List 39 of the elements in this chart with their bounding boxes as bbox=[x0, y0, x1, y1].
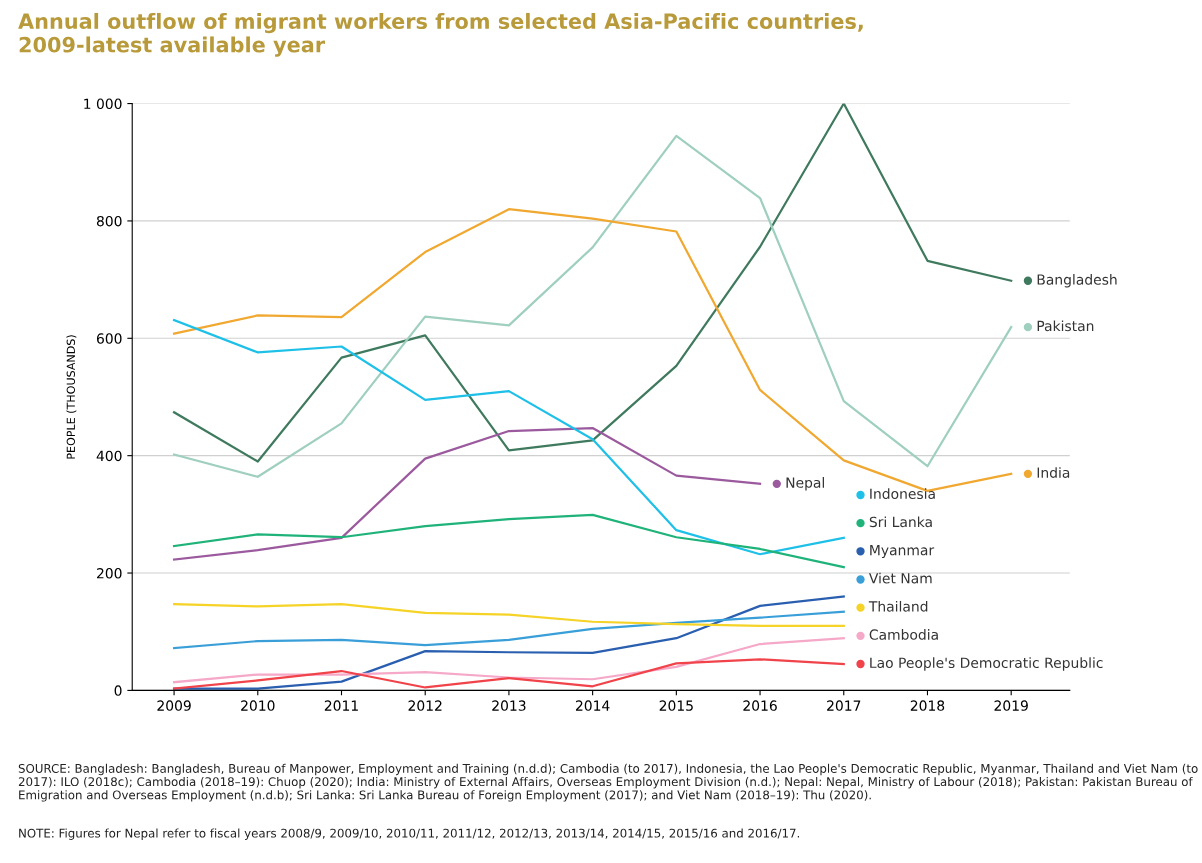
x-tick-label: 2015 bbox=[659, 700, 693, 711]
x-tick-label: 2013 bbox=[492, 700, 526, 711]
source-note: SOURCE: Bangladesh: Bangladesh, Bureau of Manpower, Employment and Training (n.d.d); Cambodia (to 2017), Indonesia, the Lao People's Democratic Republic, Myanmar, Thailand and Viet Nam (to 2017): ILO (2018c); Cambodia (2018–19): Chuop (2020); India: Ministry of External Affairs, Overseas Employment Division (n.d.); Nepal: Nepal, Ministry of Labour (2018); Pakistan: Pakistan Bureau of Emigration and Overseas Employment (n.d.b); Sri Lanka: Sri Lanka Bureau of Foreign Employment (2017); and Viet Nam (2018–19): Thu (2020). bbox=[18, 763, 1198, 802]
y-tick-label: 400 bbox=[96, 450, 122, 462]
x-tick-label: 2014 bbox=[575, 700, 610, 711]
legend-label: Bangladesh bbox=[1037, 274, 1117, 288]
x-tick-label: 2019 bbox=[994, 700, 1028, 711]
legend-label: Myanmar bbox=[870, 545, 935, 559]
legend-label: Sri Lanka bbox=[869, 516, 932, 528]
line-series bbox=[172, 603, 845, 627]
y-tick-label: 1 000 bbox=[84, 98, 122, 110]
line-series bbox=[172, 637, 845, 684]
x-tick-label: 2017 bbox=[827, 700, 861, 711]
line-series bbox=[172, 658, 845, 690]
y-tick-label: 0 bbox=[114, 685, 122, 696]
x-tick-label: 2018 bbox=[910, 700, 945, 711]
x-tick-label: 2012 bbox=[408, 700, 442, 711]
y-tick-label: 200 bbox=[97, 568, 122, 579]
y-tick-label: 600 bbox=[96, 333, 122, 344]
legend-label: Pakistan bbox=[1037, 320, 1094, 332]
legend-label: India bbox=[1037, 467, 1070, 478]
y-tick-label: 800 bbox=[96, 215, 122, 227]
line-series bbox=[172, 426, 762, 561]
line-series bbox=[172, 610, 845, 650]
legend-label: Lao People's Democratic Republic bbox=[870, 657, 1103, 671]
text: NOTE: Figures for Nepal refer to fiscal years 2008/9, 2009/10, 2010/11, 2011/12, 2012/13, 2013/14, 2014/15, 2015/16 and 2016/17. bbox=[19, 828, 800, 840]
y-axis-title: PEOPLE (THOUSANDS) bbox=[66, 335, 77, 459]
legend-label: Cambodia bbox=[869, 629, 938, 640]
line-series bbox=[172, 513, 845, 569]
x-tick-label: 2010 bbox=[241, 700, 275, 711]
chart-title: Annual outflow of migrant workers from selected Asia-Pacific countries, 2009-latest available year bbox=[18, 12, 863, 57]
legend-label: Indonesia bbox=[870, 488, 935, 500]
x-tick-label: 2011 bbox=[324, 700, 358, 711]
x-tick-label: 2009 bbox=[157, 700, 191, 711]
legend-label: Thailand bbox=[868, 600, 928, 612]
line-series bbox=[172, 318, 845, 556]
x-tick-label: 2016 bbox=[743, 700, 777, 711]
legend-label: Nepal bbox=[786, 477, 824, 491]
legend-label: Viet Nam bbox=[868, 572, 932, 584]
